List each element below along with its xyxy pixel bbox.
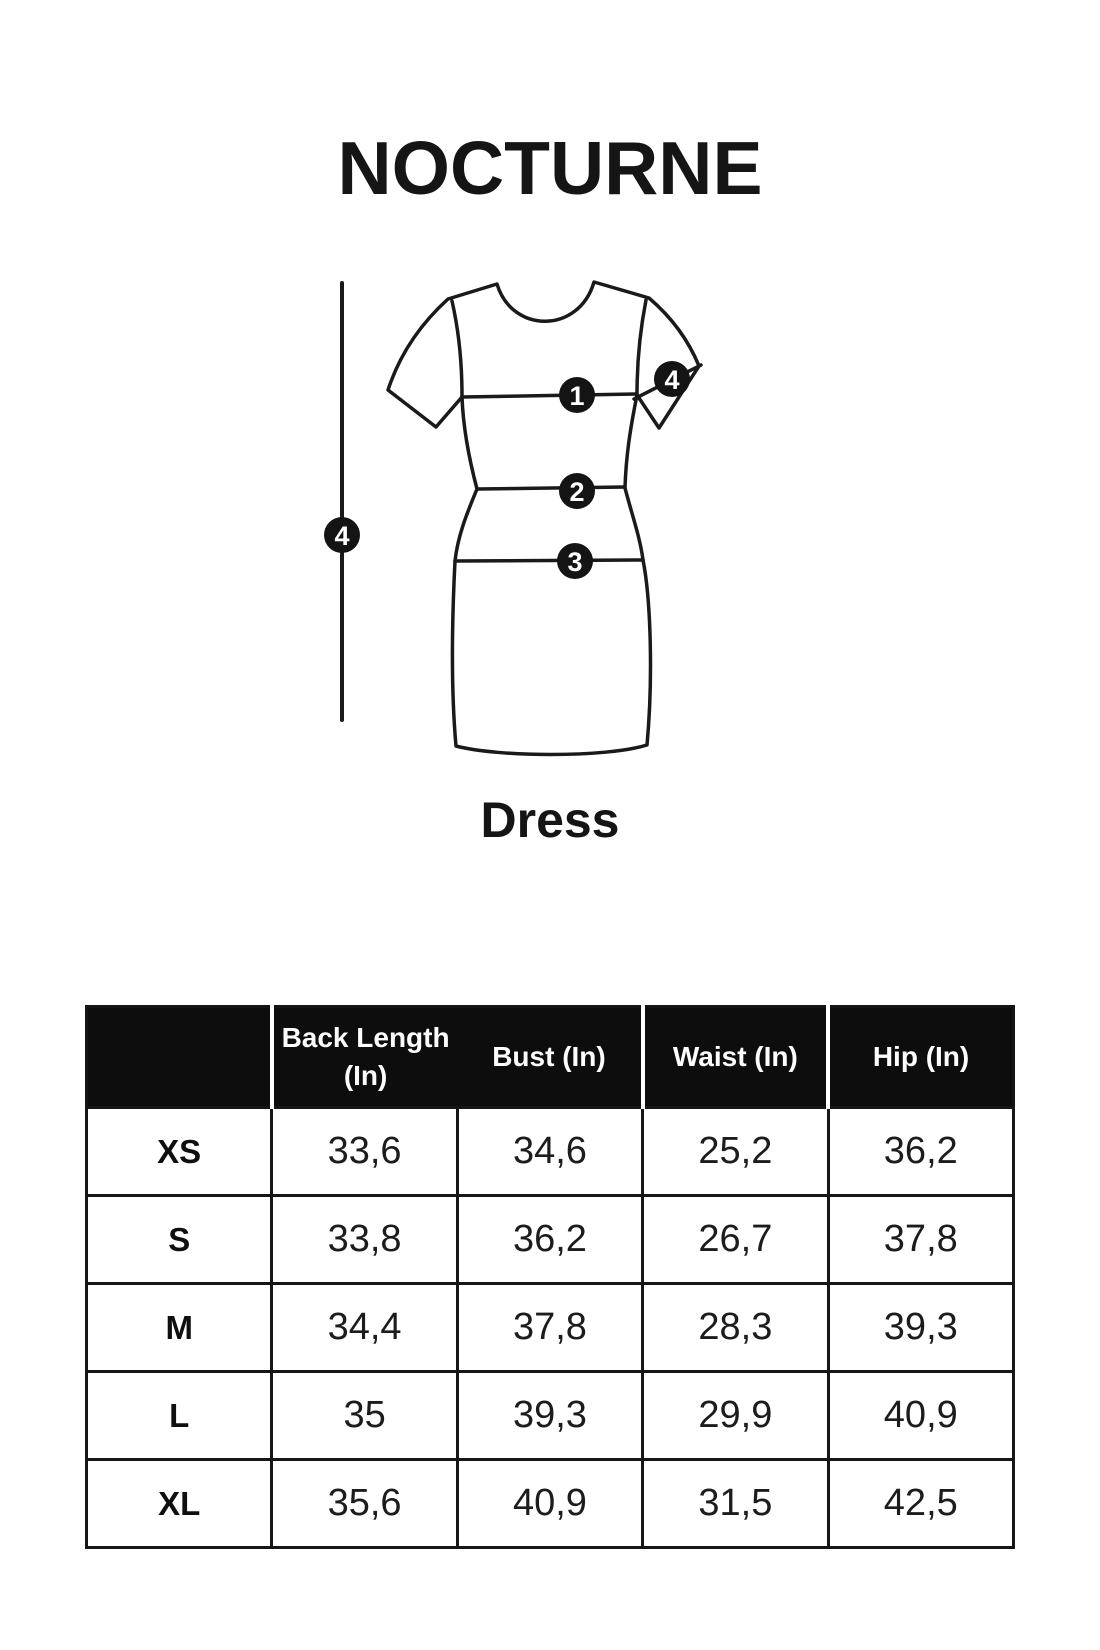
- right-armhole-seam: [635, 298, 648, 396]
- value-cell: 33,6: [270, 1106, 459, 1197]
- badge-back-length-label: 4: [334, 521, 349, 551]
- diagram-caption: Dress: [480, 792, 620, 848]
- table-row-xs: XS 33,6 34,6 25,2 36,2: [84, 1106, 1016, 1197]
- bust-line: [460, 392, 639, 399]
- size-label: XL: [84, 1458, 274, 1549]
- table-row-s: S 33,8 36,2 26,7 37,8: [84, 1194, 1016, 1285]
- value-cell: 31,5: [641, 1458, 830, 1549]
- value-cell: 28,3: [641, 1282, 830, 1373]
- value-cell: 39,3: [826, 1282, 1016, 1373]
- badge-back-length: 4: [324, 517, 360, 553]
- dress-measurement-diagram: 1 2 3 4 4: [324, 280, 703, 757]
- badge-bust-label: 1: [569, 381, 584, 411]
- hip-line: [453, 558, 645, 563]
- value-cell: 33,8: [270, 1194, 459, 1285]
- value-cell: 40,9: [455, 1458, 645, 1549]
- value-cell: 40,9: [826, 1370, 1016, 1461]
- value-cell: 42,5: [826, 1458, 1016, 1549]
- left-armhole-seam: [450, 299, 464, 398]
- value-cell: 36,2: [826, 1106, 1016, 1197]
- header-row: Back Length (In) Bust (In) Waist (In) Hi…: [86, 1006, 1014, 1108]
- col-header-bust: Bust (In): [457, 1006, 643, 1108]
- badge-sleeve-label: 4: [664, 365, 679, 395]
- size-label: S: [84, 1194, 274, 1285]
- value-cell: 25,2: [641, 1106, 830, 1197]
- size-chart-table: Back Length (In) Bust (In) Waist (In) Hi…: [84, 1005, 1016, 1549]
- col-header-waist: Waist (In): [640, 1006, 829, 1108]
- table-row-xl: XL 35,6 40,9 31,5 42,5: [84, 1458, 1016, 1549]
- value-cell: 35: [270, 1370, 459, 1461]
- col-header-back-length: Back Length (In): [269, 1006, 458, 1108]
- badge-hip-label: 3: [567, 547, 582, 577]
- table-row-l: L 35 39,3 29,9 40,9: [84, 1370, 1016, 1461]
- value-cell: 34,4: [270, 1282, 459, 1373]
- badge-hip: 3: [557, 543, 593, 579]
- col-header-hip: Hip (In): [826, 1006, 1014, 1108]
- badge-waist: 2: [559, 473, 595, 509]
- size-label: L: [84, 1370, 274, 1461]
- table-row-m: M 34,4 37,8 28,3 39,3: [84, 1282, 1016, 1373]
- dress-outline-icon: [386, 280, 701, 757]
- badge-waist-label: 2: [569, 477, 584, 507]
- size-label: XS: [84, 1106, 274, 1197]
- value-cell: 37,8: [826, 1194, 1016, 1285]
- badge-bust: 1: [559, 377, 595, 413]
- value-cell: 39,3: [455, 1370, 645, 1461]
- size-label: M: [84, 1282, 274, 1373]
- value-cell: 37,8: [455, 1282, 645, 1373]
- value-cell: 26,7: [641, 1194, 830, 1285]
- value-cell: 35,6: [270, 1458, 459, 1549]
- value-cell: 36,2: [455, 1194, 645, 1285]
- badge-sleeve: 4: [654, 361, 690, 397]
- brand-title: NOCTURNE: [337, 126, 763, 210]
- waist-line: [475, 485, 627, 491]
- corner-cell: [86, 1006, 272, 1108]
- value-cell: 29,9: [641, 1370, 830, 1461]
- value-cell: 34,6: [455, 1106, 645, 1197]
